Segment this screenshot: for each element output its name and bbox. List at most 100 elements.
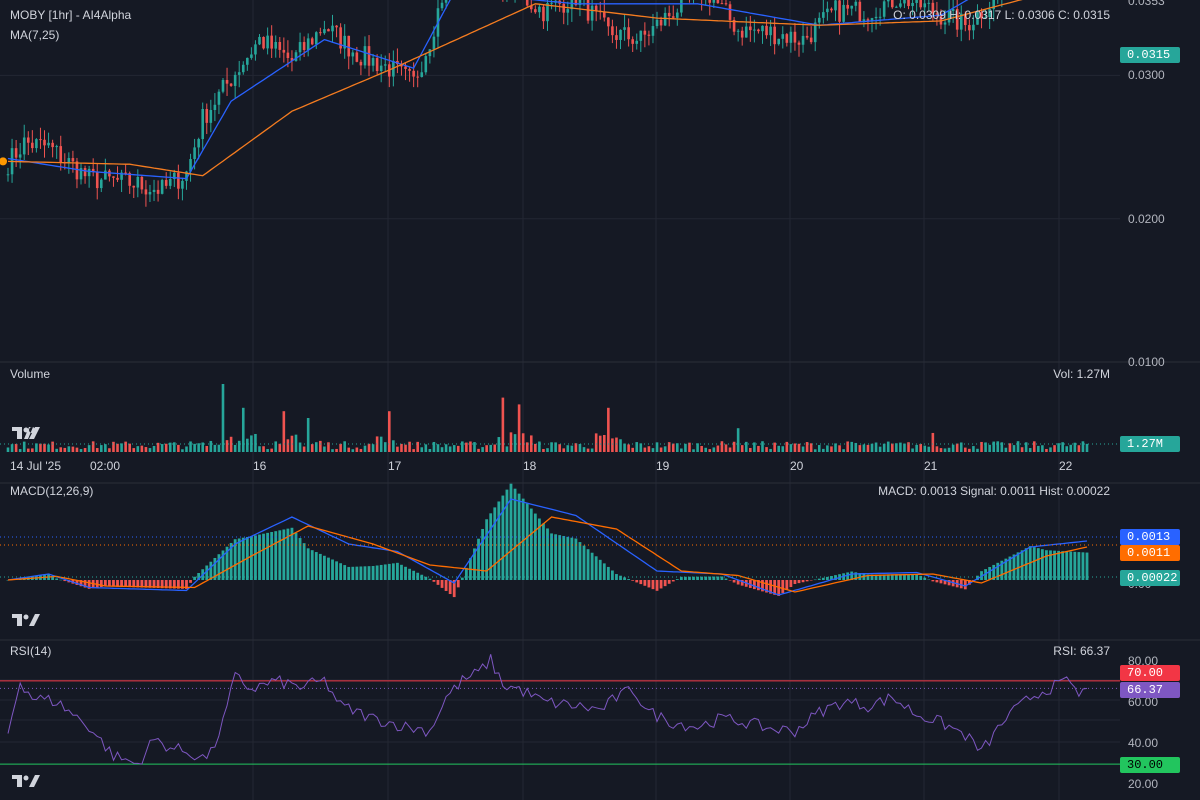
candle-body (424, 56, 428, 73)
volume-bar (420, 447, 424, 452)
candle-body (753, 29, 756, 31)
candle-body (651, 26, 655, 36)
macd-hist-bar (205, 565, 209, 580)
volume-bar (485, 445, 488, 452)
volume-bar (801, 446, 805, 452)
volume-bar (225, 440, 229, 452)
volume-bar (1045, 448, 1048, 452)
volume-bar (740, 445, 744, 452)
volume-bar (590, 448, 594, 452)
macd-hist-bar (1020, 550, 1024, 580)
volume-bar (1085, 443, 1089, 452)
volume-bar (830, 446, 833, 452)
volume-bar (156, 442, 160, 452)
macd-hist-bar (704, 576, 708, 580)
candle-body (619, 29, 622, 40)
volume-bar (456, 445, 460, 452)
volume-bar (205, 446, 209, 452)
macd-hist-bar (586, 549, 590, 580)
volume-bar (1012, 445, 1016, 452)
macd-hist-bar (379, 564, 383, 580)
macd-hist-bar (1040, 549, 1044, 580)
volume-bar (931, 432, 935, 452)
candle-body (911, 2, 914, 7)
volume-bar (404, 444, 407, 452)
macd-hist-bar (164, 580, 168, 589)
macd-hist-bar (1061, 551, 1065, 580)
candle-body (525, 0, 529, 6)
macd-hist-bar (432, 580, 436, 582)
candle-body (724, 3, 728, 5)
volume-bar (578, 443, 582, 452)
macd-hist-bar (927, 579, 931, 581)
volume-bar (671, 443, 675, 452)
macd-hist-bar (278, 530, 282, 580)
macd-hist-bar (959, 580, 963, 589)
macd-hist-bar (1049, 550, 1052, 580)
volume-bar (213, 444, 217, 452)
candle-body (615, 35, 618, 40)
macd-hist-bar (124, 580, 128, 588)
macd-hist-bar (241, 537, 245, 580)
macd-hist-bar (533, 513, 537, 580)
macd-hist-bar (521, 498, 525, 580)
candle-body (266, 35, 269, 49)
volume-bar (10, 444, 14, 452)
macd-hist-bar (598, 559, 602, 580)
volume-bar (793, 443, 797, 452)
volume-bar (282, 411, 286, 452)
macd-label: MACD(12,26,9) (10, 484, 94, 498)
volume-bar (594, 433, 598, 452)
volume-bar (351, 449, 355, 452)
macd-hist-bar (582, 545, 586, 580)
volume-bar (805, 442, 809, 452)
volume-bar (501, 397, 505, 452)
candle-body (878, 16, 882, 18)
macd-hist-bar (757, 580, 760, 591)
volume-bar (1041, 445, 1044, 452)
volume-bar (181, 449, 184, 452)
volume-bar (923, 445, 927, 452)
volume-bar (469, 441, 472, 452)
volume-readout: Vol: 1.27M (1053, 367, 1110, 381)
volume-bar (562, 448, 566, 452)
x-tick: 21 (924, 459, 938, 473)
volume-bar (83, 448, 87, 452)
volume-bar (546, 448, 549, 452)
volume-bar (538, 441, 541, 452)
macd-hist-bar (550, 533, 553, 580)
rsi-axis-tick: 80.00 (1128, 654, 1159, 668)
volume-bar (67, 446, 71, 452)
candle-body (14, 148, 18, 158)
ohlc-readout: O: 0.0309 H: 0.0317 L: 0.0306 C: 0.0315 (893, 8, 1110, 22)
candle-body (181, 180, 184, 189)
candle-body (193, 147, 196, 160)
candle-body (278, 41, 282, 50)
macd-hist-bar (1077, 552, 1081, 580)
macd-hist-bar (351, 566, 355, 580)
candle-body (842, 4, 845, 22)
volume-bar (919, 443, 922, 452)
price-tick: 0.0100 (1128, 355, 1165, 369)
volume-bar (1032, 441, 1036, 452)
candle-body (671, 16, 675, 18)
volume-bar (355, 447, 359, 452)
volume-bar (14, 443, 18, 452)
volume-bar (615, 437, 618, 452)
candle-body (197, 139, 200, 148)
candle-body (375, 58, 379, 72)
volume-bar (517, 404, 521, 452)
macd-hist-bar (728, 580, 732, 581)
candle-body (732, 19, 736, 32)
candle-body (22, 137, 26, 155)
volume-bar (736, 428, 740, 452)
candle-body (351, 52, 355, 57)
candle-body (177, 172, 180, 189)
macd-hist-bar (663, 580, 667, 587)
volume-bar (911, 448, 914, 452)
macd-hist-bar (339, 563, 343, 580)
candle-body (229, 83, 233, 86)
candle-body (379, 65, 383, 72)
volume-bar (826, 445, 829, 452)
